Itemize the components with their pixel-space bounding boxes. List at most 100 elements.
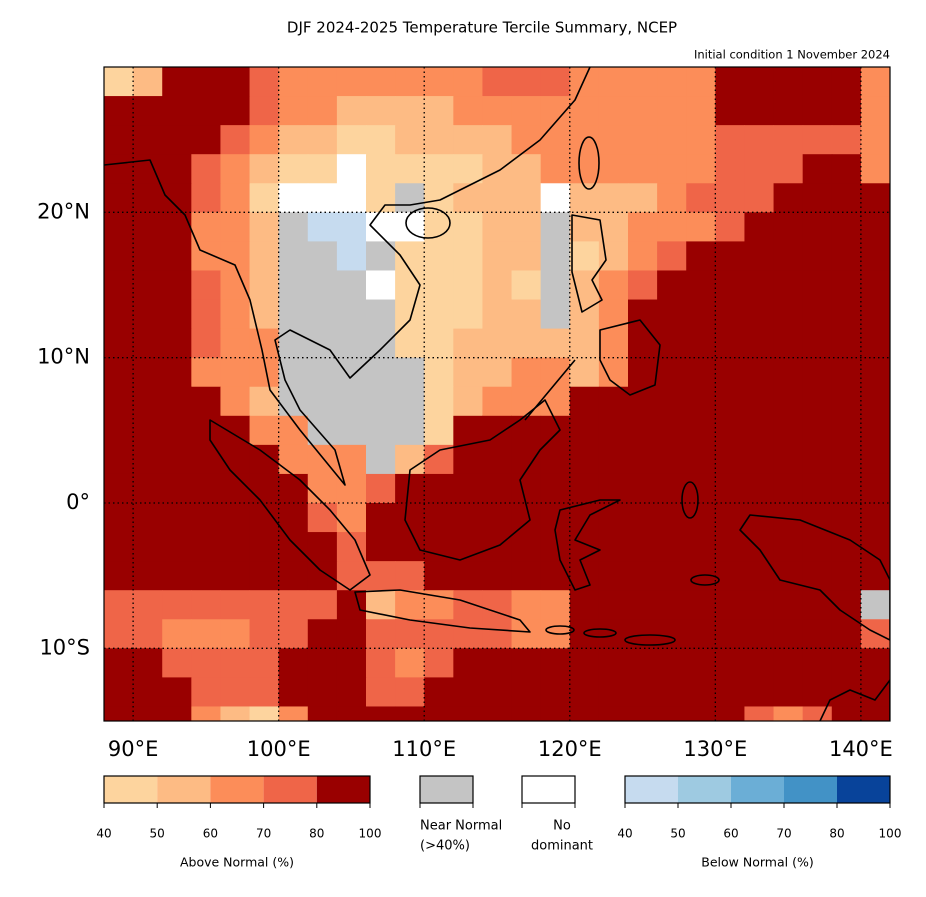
cell	[569, 67, 600, 97]
cell	[249, 444, 280, 475]
cell	[802, 677, 833, 707]
cell	[569, 154, 600, 184]
cell	[628, 270, 658, 301]
cell	[511, 357, 542, 388]
cell	[686, 706, 716, 721]
cell	[191, 677, 221, 707]
cell	[336, 183, 367, 213]
colorbar-tick-label: 70	[256, 827, 271, 841]
cell	[162, 154, 192, 184]
title: DJF 2024-2025 Temperature Tercile Summar…	[287, 19, 677, 37]
cell	[278, 503, 309, 533]
cell	[890, 706, 920, 736]
cell	[715, 415, 745, 446]
cell	[773, 67, 804, 97]
cell	[104, 444, 134, 475]
cell	[686, 677, 716, 707]
cell	[366, 677, 396, 707]
colorbar-tick-label: 60	[723, 827, 738, 841]
cell	[307, 386, 338, 417]
cell	[802, 648, 833, 678]
cell	[802, 328, 833, 359]
cell	[686, 212, 716, 242]
cell	[715, 357, 745, 388]
cell	[569, 241, 600, 271]
cell	[336, 561, 367, 591]
cell	[104, 67, 134, 97]
cell	[366, 183, 396, 213]
cell	[366, 270, 396, 301]
cell	[628, 154, 658, 184]
cell	[278, 67, 309, 97]
cell	[860, 299, 890, 330]
cell	[657, 532, 687, 562]
cell	[307, 270, 338, 301]
cell	[104, 154, 134, 184]
cell	[366, 328, 396, 359]
cell	[831, 96, 862, 126]
cell	[395, 532, 425, 562]
cell	[133, 241, 163, 271]
cell	[569, 677, 600, 707]
cell	[249, 532, 280, 562]
box-label: (>40%)	[420, 839, 470, 854]
cell	[220, 299, 251, 330]
colorbar-tick-label: 80	[829, 827, 844, 841]
cell	[715, 270, 745, 301]
cell	[366, 386, 396, 417]
cell	[744, 444, 775, 475]
cell	[686, 386, 716, 417]
cell	[773, 212, 804, 242]
cell	[715, 67, 745, 97]
cell	[744, 561, 775, 591]
cell	[278, 590, 309, 620]
cell	[482, 96, 513, 126]
near-normal-box	[419, 775, 474, 804]
cell	[569, 444, 600, 475]
cell	[657, 590, 687, 620]
colorbar-tick-label: 60	[203, 827, 218, 841]
cell	[628, 212, 658, 242]
cell	[249, 299, 280, 330]
cell	[686, 590, 716, 620]
cell	[307, 67, 338, 97]
cell	[628, 677, 658, 707]
cell	[366, 706, 396, 721]
colorbar-frame	[624, 775, 891, 804]
cell	[802, 473, 833, 504]
new-guinea	[739, 514, 890, 641]
cell	[395, 357, 425, 388]
cell	[860, 270, 890, 301]
cell	[278, 677, 309, 707]
cell	[482, 328, 513, 359]
cell	[831, 241, 862, 271]
cell	[773, 619, 804, 649]
cell	[191, 473, 221, 504]
cell	[453, 241, 483, 271]
cell	[598, 648, 629, 678]
cell	[133, 648, 163, 678]
cell	[191, 96, 221, 126]
cell	[802, 561, 833, 591]
cell	[162, 67, 192, 97]
cell	[744, 270, 775, 301]
cell	[628, 386, 658, 417]
cell	[278, 212, 309, 242]
cell	[249, 619, 280, 649]
cell	[860, 125, 890, 155]
cell	[482, 386, 513, 417]
cell	[831, 183, 862, 213]
cell	[220, 473, 251, 504]
cell	[831, 357, 862, 388]
cell	[773, 706, 804, 721]
cell	[802, 619, 833, 649]
cell	[307, 154, 338, 184]
cell	[860, 503, 890, 533]
cell	[657, 67, 687, 97]
cell	[598, 415, 629, 446]
cell	[278, 706, 309, 721]
cell	[773, 154, 804, 184]
cell	[657, 415, 687, 446]
cell	[249, 473, 280, 504]
cell	[162, 415, 192, 446]
